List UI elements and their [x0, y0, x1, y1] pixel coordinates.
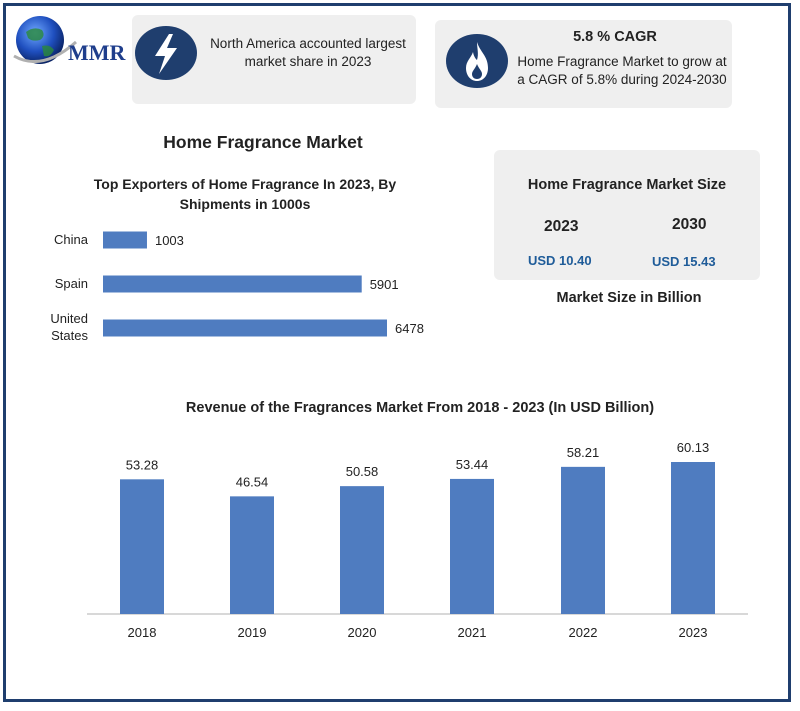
- revenue-year-label: 2021: [458, 625, 487, 640]
- exporter-value-label: 5901: [370, 277, 399, 292]
- exporter-value-label: 1003: [155, 233, 184, 248]
- exporter-category-label: Spain: [55, 276, 88, 291]
- revenue-value-label: 58.21: [567, 445, 600, 460]
- revenue-year-label: 2023: [679, 625, 708, 640]
- mmr-logo: MMR: [12, 12, 132, 74]
- exporter-category-label: United States: [50, 311, 88, 343]
- revenue-year-label: 2019: [238, 625, 267, 640]
- exporter-bar: [103, 231, 147, 249]
- market-size-value-a: USD 10.40: [528, 253, 592, 268]
- exporter-value-label: 6478: [395, 321, 424, 336]
- outer-frame: [3, 3, 791, 702]
- revenue-value-label: 46.54: [236, 474, 269, 489]
- share-text: North America accounted largest market s…: [210, 36, 406, 69]
- revenue-year-label: 2018: [128, 625, 157, 640]
- exporter-bar: [103, 319, 387, 337]
- revenue-year-label: 2022: [569, 625, 598, 640]
- market-size-title: Home Fragrance Market Size: [527, 177, 727, 193]
- revenue-value-label: 53.44: [456, 457, 489, 472]
- revenue-bar: [561, 466, 605, 614]
- revenue-bar: [340, 486, 384, 614]
- cagr-text: Home Fragrance Market to grow at a CAGR …: [517, 54, 727, 87]
- flame-icon: [466, 42, 488, 81]
- market-size-card: Home Fragrance Market Size 2023 2030 USD…: [494, 150, 760, 280]
- share-highlight-card: North America accounted largest market s…: [132, 15, 416, 104]
- share-badge: [135, 26, 197, 80]
- exporter-category-label: China: [54, 232, 89, 247]
- market-size-caption: Market Size in Billion: [556, 290, 702, 306]
- cagr-title: 5.8 % CAGR: [573, 29, 657, 45]
- revenue-value-label: 60.13: [677, 440, 710, 455]
- revenue-chart-title: Revenue of the Fragrances Market From 20…: [185, 400, 655, 416]
- lightning-icon: [155, 34, 177, 74]
- main-title: Home Fragrance Market: [163, 132, 363, 152]
- revenue-bar: [120, 479, 164, 614]
- revenue-value-label: 53.28: [126, 457, 159, 472]
- revenue-bar: [450, 478, 494, 614]
- market-size-value-b: USD 15.43: [652, 254, 716, 269]
- logo-text: MMR: [68, 40, 126, 65]
- revenue-year-label: 2020: [348, 625, 377, 640]
- market-size-year-b: 2030: [672, 216, 707, 233]
- revenue-bar: [230, 496, 274, 614]
- cagr-highlight-card: 5.8 % CAGR Home Fragrance Market to grow…: [435, 20, 732, 108]
- revenue-value-label: 50.58: [346, 464, 379, 479]
- revenue-bar: [671, 462, 715, 614]
- exporter-bar: [103, 275, 362, 293]
- globe-icon: [13, 16, 77, 64]
- market-size-year-a: 2023: [544, 218, 579, 235]
- exporters-chart-title: Top Exporters of Home Fragrance In 2023,…: [93, 176, 397, 212]
- cagr-badge: [446, 34, 508, 88]
